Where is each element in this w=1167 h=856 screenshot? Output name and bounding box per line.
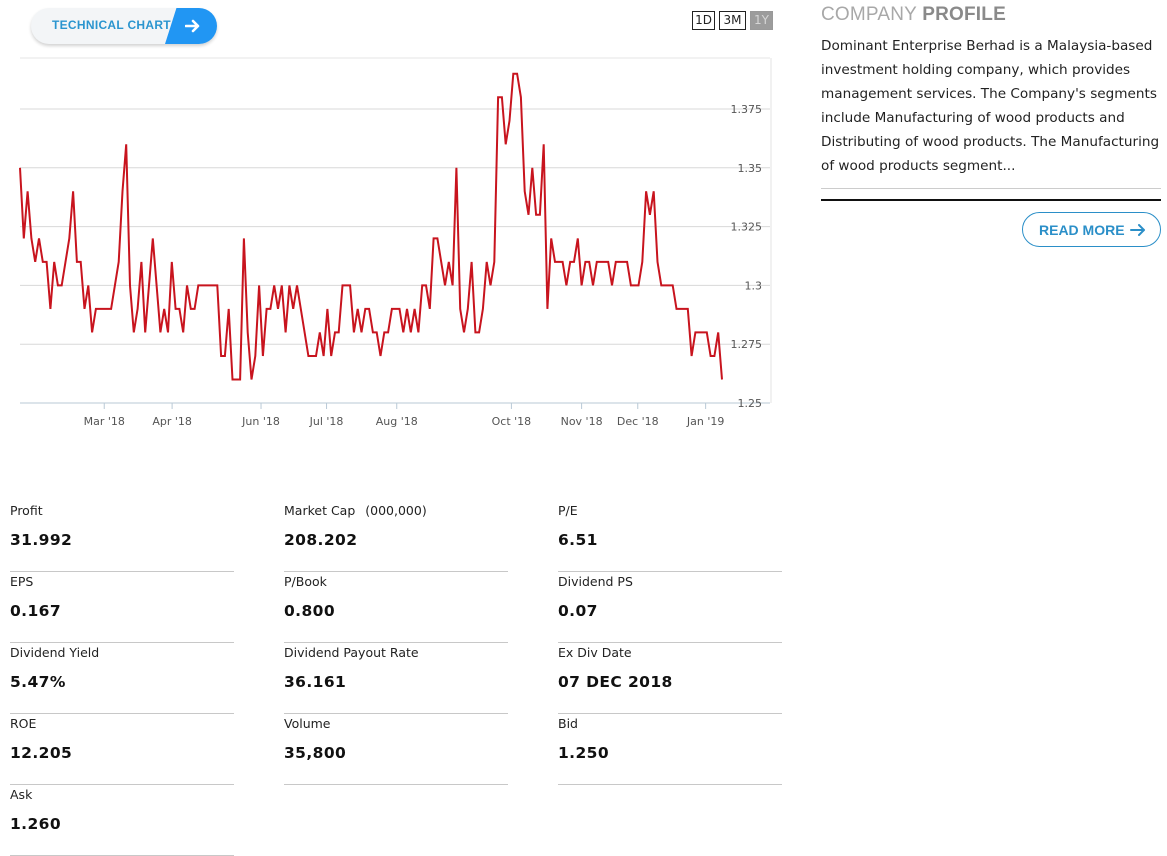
stat-label: Dividend Payout Rate	[284, 645, 419, 660]
stat-value: 5.47%	[10, 673, 66, 691]
stat-market-cap: Market Cap (000,000) 208.202	[284, 500, 508, 572]
stat-bid: Bid 1.250	[558, 713, 782, 785]
stat-dividend-payout-rate: Dividend Payout Rate 36.161	[284, 642, 508, 714]
technical-chart-label: TECHNICAL CHART	[52, 18, 171, 32]
y-tick-label: 1.25	[738, 397, 763, 410]
stat-eps: EPS 0.167	[10, 571, 234, 643]
stat-value: 6.51	[558, 531, 598, 549]
stat-label: P/E	[558, 503, 578, 518]
x-tick-label: Nov '18	[561, 415, 603, 428]
stat-value: 07 DEC 2018	[558, 673, 673, 691]
range-3m-button[interactable]: 3M	[719, 11, 746, 30]
stat-label: Bid	[558, 716, 578, 731]
y-tick-label: 1.375	[731, 103, 763, 116]
company-profile-title: COMPANY PROFILE	[821, 4, 1006, 26]
stat-value: 208.202	[284, 531, 358, 549]
profile-title-bold: PROFILE	[922, 4, 1006, 25]
stat-value: 31.992	[10, 531, 73, 549]
y-tick-label: 1.35	[738, 162, 763, 175]
chart-y-axis: 1.25 1.275 1.3 1.325 1.35 1.375	[731, 103, 763, 410]
stat-p-book: P/Book 0.800	[284, 571, 508, 643]
chart-x-axis: Mar '18 Apr '18 Jun '18 Jul '18 Aug '18 Oct '…	[84, 403, 724, 428]
stat-value: 1.250	[558, 744, 610, 762]
stat-dividend-yield: Dividend Yield 5.47%	[10, 642, 234, 714]
range-1d-button[interactable]: 1D	[692, 11, 715, 30]
price-series-line	[19, 72, 723, 381]
profile-divider-bold	[821, 199, 1161, 201]
chart-grid	[20, 57, 772, 404]
y-tick-label: 1.275	[731, 338, 763, 351]
x-tick-label: Jul '18	[309, 415, 344, 428]
stat-dividend-ps: Dividend PS 0.07	[558, 571, 782, 643]
company-profile-text: Dominant Enterprise Berhad is a Malaysia…	[821, 38, 1160, 174]
profile-divider	[821, 188, 1161, 189]
price-chart: 1.25 1.275 1.3 1.325 1.35 1.375 Mar '18 Apr '1…	[19, 57, 772, 428]
stat-value: 36.161	[284, 673, 347, 691]
stat-value: 0.07	[558, 602, 598, 620]
stat-label: P/Book	[284, 574, 327, 589]
x-tick-label: Jun '18	[241, 415, 280, 428]
stat-label: Ex Div Date	[558, 645, 632, 660]
stat-label: Dividend PS	[558, 574, 633, 589]
technical-chart-arrow	[165, 8, 217, 44]
stat-value: 0.167	[10, 602, 62, 620]
arrow-right-icon	[1130, 224, 1145, 236]
stat-label: Ask	[10, 787, 33, 802]
stat-roe: ROE 12.205	[10, 713, 234, 785]
stat-value: 35,800	[284, 744, 347, 762]
read-more-button[interactable]: READ MORE	[1022, 212, 1161, 247]
stat-label: Volume	[284, 716, 331, 731]
x-tick-label: Aug '18	[376, 415, 418, 428]
stat-value: 0.800	[284, 602, 336, 620]
range-1y-button[interactable]: 1Y	[750, 11, 773, 30]
stat-label: EPS	[10, 574, 34, 589]
stat-value: 1.260	[10, 815, 62, 833]
read-more-label: READ MORE	[1039, 222, 1125, 238]
stat-ask: Ask 1.260	[10, 784, 234, 856]
stat-pe: P/E 6.51	[558, 500, 782, 572]
stat-ex-div-date: Ex Div Date 07 DEC 2018	[558, 642, 782, 714]
y-tick-label: 1.3	[745, 279, 763, 292]
technical-chart-button[interactable]: TECHNICAL CHART	[31, 8, 217, 44]
stat-value: 12.205	[10, 744, 73, 762]
x-tick-label: Dec '18	[617, 415, 659, 428]
arrow-right-icon	[185, 19, 200, 33]
stat-label: Profit	[10, 503, 43, 518]
stat-label: Market Cap (000,000)	[284, 503, 427, 518]
stat-volume: Volume 35,800	[284, 713, 508, 785]
x-tick-label: Oct '18	[492, 415, 532, 428]
x-tick-label: Mar '18	[84, 415, 125, 428]
x-tick-label: Apr '18	[152, 415, 192, 428]
x-tick-label: Jan '19	[686, 415, 724, 428]
stat-profit: Profit 31.992	[10, 500, 234, 572]
stat-label: ROE	[10, 716, 37, 731]
stat-label: Dividend Yield	[10, 645, 100, 660]
y-tick-label: 1.325	[731, 221, 763, 234]
profile-title-light: COMPANY	[821, 4, 917, 25]
